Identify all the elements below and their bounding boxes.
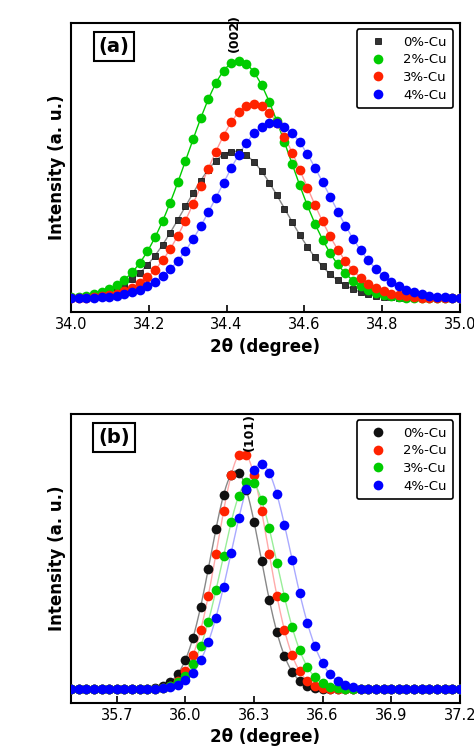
X-axis label: 2θ (degree): 2θ (degree) (210, 338, 320, 355)
Legend: 0%-Cu, 2%-Cu, 3%-Cu, 4%-Cu: 0%-Cu, 2%-Cu, 3%-Cu, 4%-Cu (357, 420, 453, 499)
3%-Cu (259, 496, 264, 505)
2%-Cu (99, 685, 104, 694)
2%-Cu (68, 293, 74, 302)
2%-Cu (328, 684, 333, 693)
Y-axis label: Intensity (a. u.): Intensity (a. u.) (47, 485, 65, 631)
0%-Cu (259, 556, 264, 565)
3%-Cu (68, 685, 74, 694)
4%-Cu (259, 460, 264, 469)
4%-Cu (205, 208, 211, 217)
3%-Cu (251, 99, 257, 108)
2%-Cu (205, 94, 211, 104)
Line: 0%-Cu: 0%-Cu (68, 148, 463, 302)
0%-Cu (228, 147, 234, 156)
2%-Cu (434, 294, 440, 303)
Line: 4%-Cu: 4%-Cu (66, 459, 465, 694)
4%-Cu (434, 685, 440, 694)
X-axis label: 2θ (degree): 2θ (degree) (210, 729, 320, 746)
3%-Cu (205, 617, 211, 626)
4%-Cu (99, 685, 104, 694)
4%-Cu (68, 294, 74, 303)
4%-Cu (328, 670, 333, 679)
Text: (b): (b) (98, 428, 130, 447)
0%-Cu (328, 270, 333, 279)
0%-Cu (434, 685, 440, 694)
0%-Cu (434, 294, 440, 303)
2%-Cu (236, 57, 242, 66)
Y-axis label: Intensity (a. u.): Intensity (a. u.) (47, 94, 65, 240)
2%-Cu (434, 685, 440, 694)
2%-Cu (457, 685, 463, 694)
4%-Cu (312, 642, 318, 651)
2%-Cu (205, 591, 211, 600)
0%-Cu (99, 290, 104, 299)
0%-Cu (457, 685, 463, 694)
2%-Cu (99, 288, 104, 297)
4%-Cu (312, 163, 318, 172)
Legend: 0%-Cu, 2%-Cu, 3%-Cu, 4%-Cu: 0%-Cu, 2%-Cu, 3%-Cu, 4%-Cu (357, 29, 453, 108)
2%-Cu (68, 685, 74, 694)
4%-Cu (434, 292, 440, 301)
3%-Cu (244, 477, 249, 486)
0%-Cu (68, 293, 74, 302)
3%-Cu (99, 292, 104, 301)
Line: 0%-Cu: 0%-Cu (66, 468, 465, 694)
4%-Cu (457, 685, 463, 694)
0%-Cu (68, 685, 74, 694)
2%-Cu (236, 450, 242, 459)
2%-Cu (328, 249, 333, 258)
3%-Cu (312, 673, 318, 682)
2%-Cu (312, 681, 318, 690)
3%-Cu (99, 685, 104, 694)
3%-Cu (312, 200, 318, 209)
3%-Cu (205, 164, 211, 173)
3%-Cu (434, 685, 440, 694)
2%-Cu (312, 219, 318, 228)
0%-Cu (328, 685, 333, 694)
4%-Cu (68, 685, 74, 694)
0%-Cu (205, 165, 211, 174)
0%-Cu (236, 468, 242, 477)
3%-Cu (68, 293, 74, 302)
Line: 2%-Cu: 2%-Cu (66, 450, 465, 694)
Text: (002): (002) (228, 14, 241, 52)
0%-Cu (205, 565, 211, 574)
0%-Cu (457, 294, 463, 303)
3%-Cu (457, 294, 463, 303)
4%-Cu (251, 465, 257, 474)
4%-Cu (99, 293, 104, 302)
3%-Cu (434, 293, 440, 302)
2%-Cu (259, 507, 264, 516)
0%-Cu (259, 167, 264, 176)
Line: 2%-Cu: 2%-Cu (66, 56, 465, 303)
4%-Cu (205, 637, 211, 646)
0%-Cu (312, 253, 318, 262)
Line: 3%-Cu: 3%-Cu (66, 99, 465, 303)
Text: (a): (a) (99, 37, 129, 56)
3%-Cu (328, 232, 333, 241)
Line: 3%-Cu: 3%-Cu (66, 477, 465, 694)
Text: (101): (101) (243, 414, 256, 451)
2%-Cu (457, 294, 463, 303)
3%-Cu (259, 101, 264, 110)
4%-Cu (328, 193, 333, 202)
4%-Cu (251, 129, 257, 138)
0%-Cu (99, 685, 104, 694)
4%-Cu (457, 293, 463, 302)
Line: 4%-Cu: 4%-Cu (66, 119, 465, 303)
4%-Cu (274, 119, 280, 128)
3%-Cu (328, 682, 333, 691)
2%-Cu (259, 81, 264, 90)
0%-Cu (312, 683, 318, 692)
3%-Cu (457, 685, 463, 694)
